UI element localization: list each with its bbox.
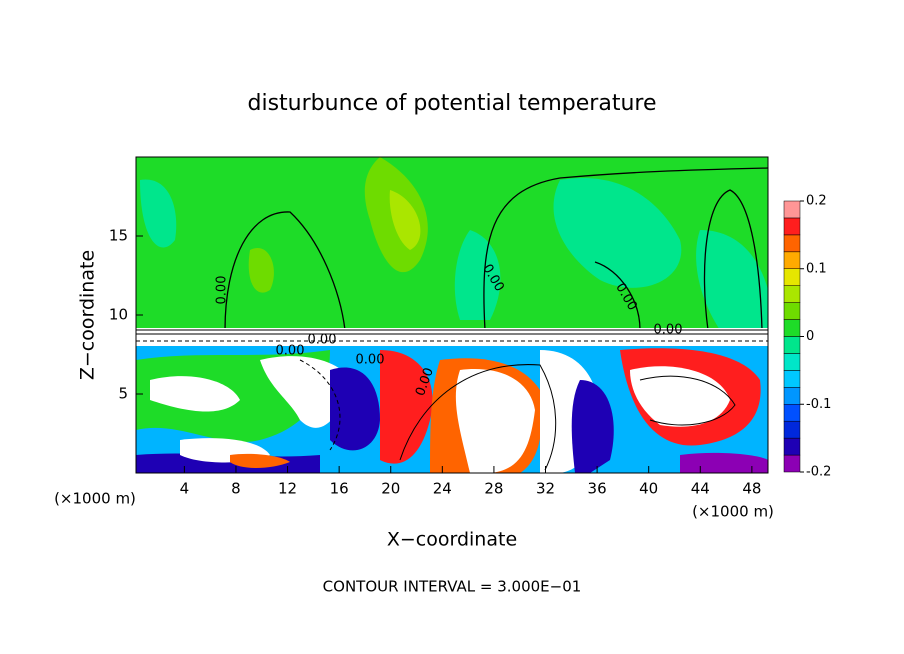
x-tick-label: 40 xyxy=(639,480,658,498)
x-tick-label: 36 xyxy=(588,480,607,498)
colorbar-band xyxy=(783,302,801,320)
x-tick-label: 12 xyxy=(278,480,297,498)
x-tick-label: 28 xyxy=(484,480,503,498)
colorbar-band xyxy=(783,437,801,456)
contour-label: 0.00 xyxy=(276,344,305,359)
x-tick-label: 8 xyxy=(231,480,241,498)
contour-label: 0.00 xyxy=(654,323,683,338)
y-unit: (×1000 m) xyxy=(54,490,136,508)
colorbar-label: -0.2 xyxy=(806,465,831,480)
colorbar-label: -0.1 xyxy=(806,397,831,412)
colorbar-label: 0 xyxy=(806,329,814,344)
x-tick-label: 4 xyxy=(180,480,190,498)
colorbar-band xyxy=(783,420,801,439)
colorbar-label: 0.2 xyxy=(806,194,827,209)
y-tick-label: 10 xyxy=(109,306,128,324)
colorbar-band xyxy=(783,268,801,286)
contour-interval: CONTOUR INTERVAL = 3.000E−01 xyxy=(323,578,582,596)
colorbar-band xyxy=(783,404,801,422)
colorbar-band xyxy=(783,217,801,236)
y-tick-label: 5 xyxy=(118,385,128,403)
colorbar-band xyxy=(783,370,801,388)
colorbar-band xyxy=(783,319,801,337)
contour-label: 0.00 xyxy=(308,333,337,348)
contour-label: 0.00 xyxy=(215,276,230,305)
colorbar-band xyxy=(783,200,801,219)
y-tick-label: 15 xyxy=(109,227,128,245)
colorbar-band xyxy=(783,353,801,371)
x-tick-label: 32 xyxy=(536,480,555,498)
y-axis-label: Z−coordinate xyxy=(77,250,99,380)
colorbar-band xyxy=(783,234,801,253)
colorbar-label: 0.1 xyxy=(806,261,827,276)
colorbar-band xyxy=(783,454,801,473)
colorbar-band xyxy=(783,251,801,269)
x-axis-label: X−coordinate xyxy=(387,529,517,551)
colorbar-band xyxy=(783,387,801,405)
x-tick-label: 48 xyxy=(742,480,761,498)
chart-title: disturbunce of potential temperature xyxy=(248,91,657,116)
colorbar-band xyxy=(783,285,801,303)
x-unit: (×1000 m) xyxy=(692,503,774,521)
contour-label: 0.00 xyxy=(356,353,385,368)
x-tick-label: 24 xyxy=(433,480,452,498)
x-tick-label: 20 xyxy=(381,480,400,498)
x-tick-label: 16 xyxy=(330,480,349,498)
colorbar-band xyxy=(783,336,801,354)
field xyxy=(136,157,768,473)
x-tick-label: 44 xyxy=(691,480,710,498)
